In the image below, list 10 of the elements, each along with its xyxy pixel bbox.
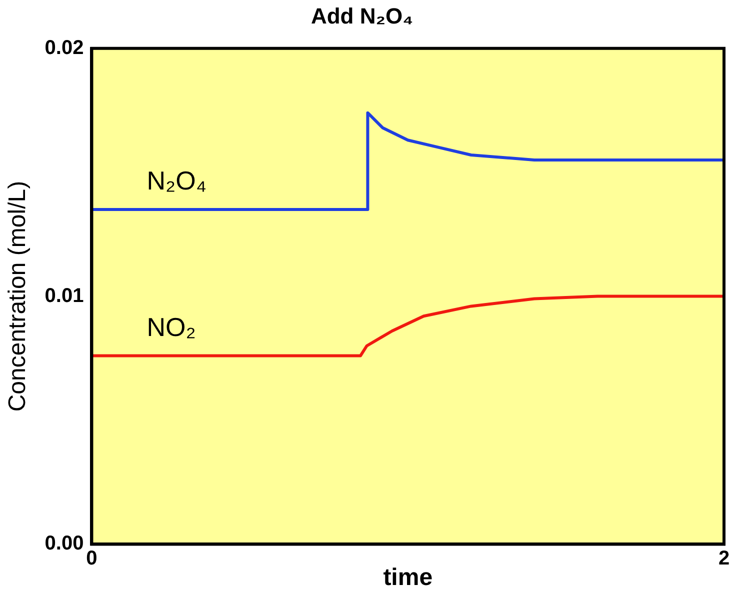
y-tick-label: 0.02: [44, 36, 84, 59]
series-label: NO₂: [146, 312, 196, 342]
series-label: N₂O₄: [146, 166, 206, 196]
y-tick-label: 0.00: [44, 532, 84, 555]
x-tick-label: 0: [86, 548, 98, 570]
x-tick-label: 2: [718, 548, 730, 570]
y-tick-label: 0.01: [44, 284, 84, 307]
chart-title: Add N₂O₄: [310, 3, 414, 28]
y-axis-title: Concentration (mol/L): [4, 180, 32, 412]
x-axis-title: time: [383, 564, 433, 592]
